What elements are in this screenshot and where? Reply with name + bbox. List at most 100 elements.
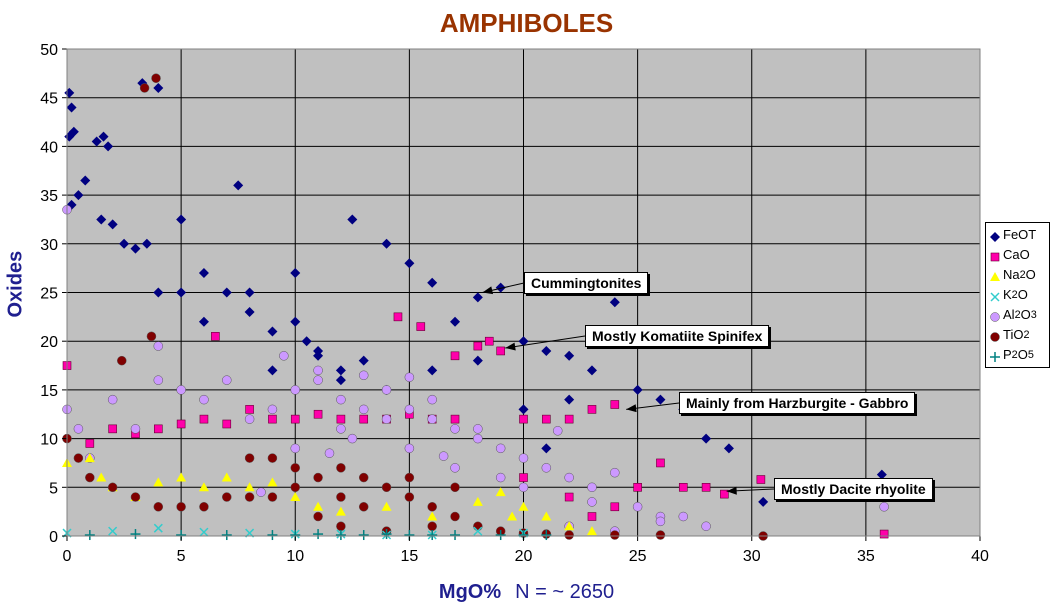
data-point-al2o3 bbox=[199, 394, 209, 405]
data-point-tio2 bbox=[176, 502, 186, 512]
y-tick-label: 35 bbox=[40, 188, 58, 205]
data-point-al2o3 bbox=[404, 372, 415, 382]
data-point-feot bbox=[427, 365, 438, 376]
data-point-al2o3 bbox=[427, 414, 437, 424]
data-point-p2o5 bbox=[130, 529, 141, 540]
data-point-feot bbox=[335, 365, 346, 376]
data-point-cao bbox=[211, 332, 220, 341]
data-point-cao bbox=[450, 414, 460, 424]
data-point-feot bbox=[198, 316, 209, 327]
data-point-na2o bbox=[495, 487, 506, 497]
data-point-cao bbox=[610, 502, 620, 512]
data-point-al2o3 bbox=[153, 341, 164, 351]
data-point-cao bbox=[416, 322, 426, 331]
data-point-na2o bbox=[313, 501, 324, 511]
data-point-cao bbox=[199, 414, 209, 424]
data-point-cao bbox=[154, 424, 163, 434]
data-point-cao bbox=[542, 414, 551, 424]
x-tick-label: 40 bbox=[971, 548, 989, 565]
data-point-tio2 bbox=[107, 482, 118, 493]
data-point-al2o3 bbox=[552, 426, 563, 436]
data-point-p2o5 bbox=[495, 530, 506, 541]
data-point-k2o bbox=[199, 527, 209, 537]
data-point-tio2 bbox=[222, 492, 232, 502]
data-point-na2o bbox=[586, 526, 597, 536]
data-point-al2o3 bbox=[678, 511, 689, 522]
data-point-cao bbox=[85, 439, 95, 448]
x-tick-label: 15 bbox=[400, 548, 418, 565]
data-point-feot bbox=[290, 316, 301, 327]
arrowhead-icon bbox=[505, 342, 516, 351]
data-point-al2o3 bbox=[495, 443, 506, 454]
x-tick-label: 35 bbox=[857, 548, 875, 565]
data-point-na2o bbox=[290, 492, 301, 502]
annotation-dacite-rhyolite: Mostly Dacite rhyolite bbox=[774, 478, 933, 500]
data-point-na2o bbox=[335, 506, 346, 516]
data-point-al2o3 bbox=[610, 467, 620, 478]
data-point-cao bbox=[108, 424, 117, 434]
data-point-al2o3 bbox=[404, 443, 415, 454]
data-point-feot bbox=[404, 258, 415, 269]
data-point-feot bbox=[119, 238, 130, 249]
data-point-al2o3 bbox=[587, 482, 597, 493]
x-axis-label: MgO% N = ~ 2650 bbox=[0, 581, 1053, 604]
data-point-feot bbox=[244, 306, 255, 317]
data-point-p2o5 bbox=[381, 529, 392, 540]
data-point-tio2 bbox=[139, 83, 150, 93]
y-tick-label: 10 bbox=[40, 432, 58, 449]
data-point-tio2 bbox=[199, 502, 209, 512]
data-point-tio2 bbox=[336, 463, 346, 473]
sample-count-note: N = ~ 2650 bbox=[515, 581, 615, 603]
data-point-cao bbox=[587, 512, 597, 521]
data-point-feot bbox=[301, 336, 312, 347]
data-point-al2o3 bbox=[381, 414, 392, 424]
circle-marker-icon bbox=[989, 309, 1001, 322]
data-point-na2o bbox=[472, 496, 483, 506]
data-point-cao bbox=[245, 405, 254, 414]
data-point-al2o3 bbox=[130, 424, 141, 434]
data-point-na2o bbox=[267, 477, 278, 487]
data-point-tio2 bbox=[117, 355, 127, 366]
series-tio2 bbox=[62, 73, 768, 541]
legend-item-cao: CaO bbox=[989, 245, 1049, 265]
data-point-feot bbox=[723, 443, 734, 454]
data-point-al2o3 bbox=[427, 394, 437, 405]
data-point-cao bbox=[720, 489, 729, 499]
data-point-feot bbox=[267, 326, 278, 337]
data-point-na2o bbox=[153, 477, 164, 487]
data-point-al2o3 bbox=[324, 448, 335, 458]
data-point-tio2 bbox=[313, 511, 323, 522]
data-point-p2o5 bbox=[313, 529, 324, 540]
data-point-al2o3 bbox=[107, 394, 118, 405]
x-tick-label: 20 bbox=[515, 548, 533, 565]
x-tick-label: 25 bbox=[629, 548, 647, 565]
data-point-na2o bbox=[507, 511, 518, 521]
x-tick-label: 5 bbox=[177, 548, 186, 565]
data-point-al2o3 bbox=[879, 502, 889, 512]
x-tick-label: 30 bbox=[743, 548, 761, 565]
data-point-feot bbox=[876, 469, 887, 480]
data-point-al2o3 bbox=[450, 463, 460, 473]
data-point-cao bbox=[519, 473, 528, 482]
data-point-feot bbox=[221, 287, 232, 298]
data-point-al2o3 bbox=[73, 424, 84, 434]
data-point-feot bbox=[609, 297, 620, 308]
data-point-tio2 bbox=[473, 521, 483, 532]
data-point-feot bbox=[267, 365, 278, 376]
data-point-k2o bbox=[153, 523, 163, 533]
data-point-feot bbox=[564, 394, 575, 405]
data-point-al2o3 bbox=[222, 375, 232, 385]
annotation-cummingtonites: Cummingtonites bbox=[524, 272, 649, 294]
data-point-feot bbox=[91, 136, 102, 147]
data-point-tio2 bbox=[404, 472, 415, 483]
legend-item-al2o3: Al 2 O 3 bbox=[989, 305, 1049, 325]
data-point-feot bbox=[233, 180, 244, 191]
data-point-al2o3 bbox=[358, 370, 369, 381]
data-point-al2o3 bbox=[541, 463, 552, 473]
data-point-p2o5 bbox=[335, 530, 346, 541]
data-point-tio2 bbox=[336, 492, 346, 502]
y-tick-label: 50 bbox=[40, 42, 58, 59]
data-point-feot bbox=[564, 350, 575, 361]
legend-item-na2o: Na 2 O bbox=[989, 265, 1049, 285]
